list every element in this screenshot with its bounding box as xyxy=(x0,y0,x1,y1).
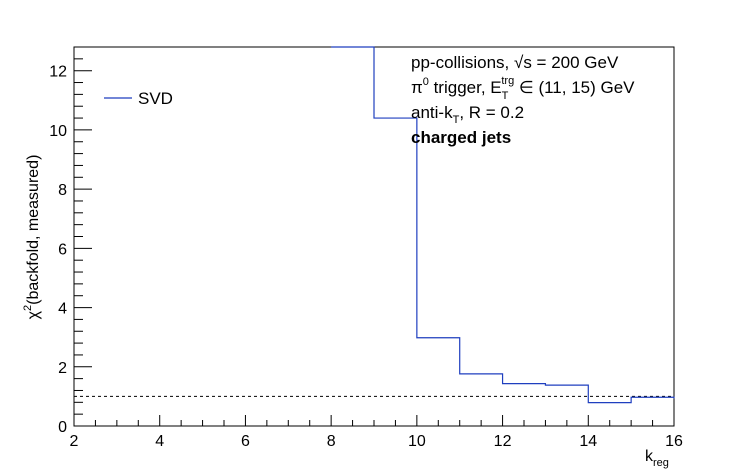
bin-mark xyxy=(417,337,460,339)
bin-mark xyxy=(631,396,674,398)
legend: SVD xyxy=(104,89,173,108)
x-axis-title-sub: reg xyxy=(653,457,669,469)
annotation-jets: charged jets xyxy=(411,128,511,147)
x-tick-label: 12 xyxy=(494,433,512,450)
x-tick-label: 8 xyxy=(327,433,336,450)
x-tick-label: 16 xyxy=(665,433,683,450)
y-tick-label: 4 xyxy=(58,301,67,318)
bin-mark xyxy=(588,402,631,404)
y-tick-label: 6 xyxy=(58,241,67,258)
bin-mark xyxy=(331,46,374,48)
legend-label-svd: SVD xyxy=(138,89,173,108)
annotation-algorithm: anti-kT, R = 0.2 xyxy=(411,103,524,126)
series-line-svd xyxy=(331,46,675,404)
y-axis-title: χ2(backfold, measured) xyxy=(22,155,42,320)
series-group xyxy=(331,46,675,404)
annotation-trigger: π0 trigger, ETtrg ∈ (11, 15) GeV xyxy=(411,75,635,102)
bin-mark xyxy=(545,384,588,386)
y-tick-label: 10 xyxy=(49,123,67,140)
bin-mark xyxy=(503,383,546,385)
x-axis-title: kreg xyxy=(645,448,669,469)
y-tick-label: 8 xyxy=(58,182,67,199)
x-tick-label: 4 xyxy=(155,433,164,450)
y-tick-label: 2 xyxy=(58,360,67,377)
y-tick-label: 12 xyxy=(49,64,67,81)
y-axis: 0 2 4 6 8 10 12 xyxy=(49,46,92,436)
x-tick-label: 14 xyxy=(579,433,597,450)
x-tick-label: 10 xyxy=(408,433,426,450)
x-tick-label: 2 xyxy=(70,433,79,450)
x-axis: 2 4 6 8 10 12 14 16 xyxy=(70,415,683,450)
bin-mark xyxy=(460,373,503,375)
annotation-collisions: pp-collisions, √s = 200 GeV xyxy=(411,53,619,72)
y-tick-label: 0 xyxy=(58,419,67,436)
x-tick-label: 6 xyxy=(241,433,250,450)
y-axis-title-sup: 2 xyxy=(22,305,34,311)
